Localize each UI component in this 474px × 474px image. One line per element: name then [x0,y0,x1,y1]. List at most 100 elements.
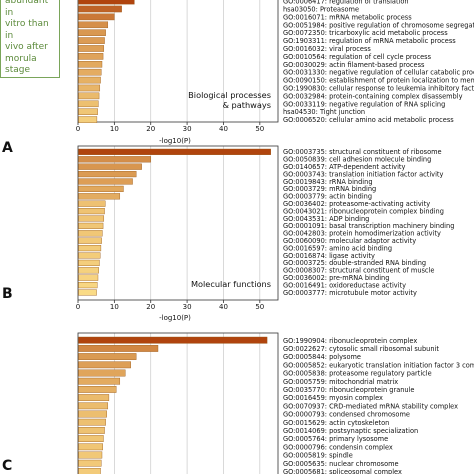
category-label-1-8: GO:0010564: regulation of cell cycle pro… [283,53,432,61]
bar-1-16 [78,116,98,123]
chart-panel-1: GO:0006417: regulation of translationhsa… [2,0,474,156]
bar-2-1 [78,148,271,155]
panel-letter-C: C [2,458,12,474]
bar-1-13 [78,92,100,100]
category-label-2-18: GO:0036002: pre-mRNA binding [283,274,389,282]
category-label-2-13: GO:0060090: molecular adaptor activity [283,237,416,245]
bar-3-12 [78,427,105,434]
category-label-1-16: GO:0006520: cellular amino acid metaboli… [283,116,454,124]
bar-2-19 [78,282,98,289]
category-label-1-2: hsa03050: Proteasome [283,5,359,13]
category-label-2-3: GO:0140657: ATP-dependent activity [283,163,405,171]
category-label-1-3: GO:0016071: mRNA metabolic process [283,13,412,21]
bar-1-12 [78,84,101,92]
note-line-2: vitro than in [5,19,49,41]
category-label-3-5: GO:0005838: proteasome regulatory partic… [283,370,432,378]
bar-1-15 [78,108,98,115]
category-label-1-9: GO:0030029: actin filament-based process [283,61,425,69]
category-label-2-5: GO:0019843: rRNA binding [283,178,373,186]
bar-2-12 [78,230,103,237]
bar-1-4 [78,21,109,29]
category-label-3-4: GO:0005852: eukaryotic translation initi… [283,361,474,369]
bar-3-13 [78,435,104,442]
bar-2-14 [78,244,102,252]
bar-1-7 [78,45,105,52]
category-label-1-13: GO:0032984: protein-containing complex d… [283,92,463,100]
x-tick-label-1-2: 20 [146,125,155,133]
bar-1-8 [78,53,104,60]
category-label-3-1: GO:1990904: ribonucleoprotein complex [283,337,417,345]
category-label-1-12: GO:1990830: cellular response to leukemi… [283,84,474,92]
category-label-3-11: GO:0015629: actin cytoskeleton [283,419,389,427]
note-line-1: abundant in [5,0,49,18]
category-label-1-4: GO:0051984: positive regulation of chrom… [283,21,474,29]
category-label-2-8: GO:0036402: proteasome-activating activi… [283,200,430,208]
panel-letter-B: B [2,286,13,302]
category-label-1-5: GO:0072350: tricarboxylic acid metabolic… [283,29,448,37]
bar-3-6 [78,377,121,385]
bar-1-3 [78,13,115,21]
note-line-4: morula stage [5,53,37,76]
x-tick-label-2-0: 0 [76,303,80,311]
bar-3-15 [78,451,103,459]
bar-2-9 [78,207,105,215]
bar-1-6 [78,37,105,44]
bar-2-10 [78,215,105,222]
category-label-3-13: GO:0005764: primary lysosome [283,435,388,443]
category-label-3-12: GO:0014069: postsynaptic specialization [283,427,418,435]
category-label-2-19: GO:0016491: oxidoreductase activity [283,281,406,289]
category-label-2-20: GO:0003777: microtubule motor activity [283,289,417,297]
panel-caption-1-1: Biological processes [188,90,271,100]
category-label-1-1: GO:0006417: regulation of translation [283,0,409,6]
panel-caption-1-2: & pathways [223,100,271,110]
bar-3-7 [78,386,117,393]
bar-3-11 [78,418,106,426]
category-label-2-7: GO:0003779: actin binding [283,193,372,201]
plot-frame-3 [77,332,279,474]
bar-1-2 [78,5,122,13]
chart-panel-2: GO:0003735: structural constituent of ri… [2,145,454,322]
bar-3-5 [78,369,126,377]
bar-1-14 [78,100,99,108]
bar-2-15 [78,252,101,259]
category-label-2-11: GO:0001091: basal transcription machiner… [283,222,454,230]
category-label-2-15: GO:0016874: ligase activity [283,252,375,260]
x-tick-label-2-5: 50 [255,303,264,311]
bar-2-2 [78,156,151,163]
bar-2-20 [78,289,97,296]
category-label-2-6: GO:0003729: mRNA binding [283,185,376,193]
category-label-1-7: GO:0016032: viral process [283,45,371,53]
category-label-3-6: GO:0005759: mitochondrial matrix [283,378,398,386]
bar-1-1 [78,0,135,5]
category-label-2-9: GO:0043021: ribonucleoprotein complex bi… [283,207,444,215]
category-label-3-14: GO:0000796: condensin complex [283,443,393,451]
panel-caption-2-1: Molecular functions [191,279,271,289]
bar-2-11 [78,222,104,229]
category-label-3-10: GO:0000793: condensed chromosome [283,411,410,419]
category-label-2-12: GO:0042803: protein homodimerization act… [283,230,441,238]
bar-2-4 [78,170,137,178]
plot-frame-1 [77,0,279,123]
x-tick-label-2-3: 30 [183,303,192,311]
bar-2-17 [78,267,99,274]
bar-3-9 [78,402,109,410]
x-axis-label-2: -log10(P) [159,314,191,322]
bar-1-5 [78,29,106,36]
panel-letter-A: A [2,140,13,156]
bar-3-8 [78,394,110,401]
bar-1-11 [78,76,101,84]
bar-3-14 [78,443,103,451]
x-tick-label-2-4: 40 [219,303,228,311]
bar-2-5 [78,178,133,185]
category-label-2-14: GO:0016597: amino acid binding [283,244,392,252]
category-label-1-11: GO:0090150: establishment of protein loc… [283,77,474,85]
category-label-3-9: GO:0070937: CRD-mediated mRNA stability … [283,402,458,410]
bar-3-1 [78,336,268,344]
x-tick-label-1-4: 40 [219,125,228,133]
bar-2-18 [78,274,99,281]
category-label-2-17: GO:0008307: structural constituent of mu… [283,267,434,275]
x-tick-label-1-1: 10 [110,125,119,133]
bar-1-10 [78,68,102,76]
category-label-3-15: GO:0005819: spindle [283,452,353,460]
